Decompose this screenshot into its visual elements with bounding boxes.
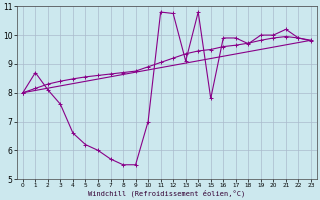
- X-axis label: Windchill (Refroidissement éolien,°C): Windchill (Refroidissement éolien,°C): [88, 190, 245, 197]
